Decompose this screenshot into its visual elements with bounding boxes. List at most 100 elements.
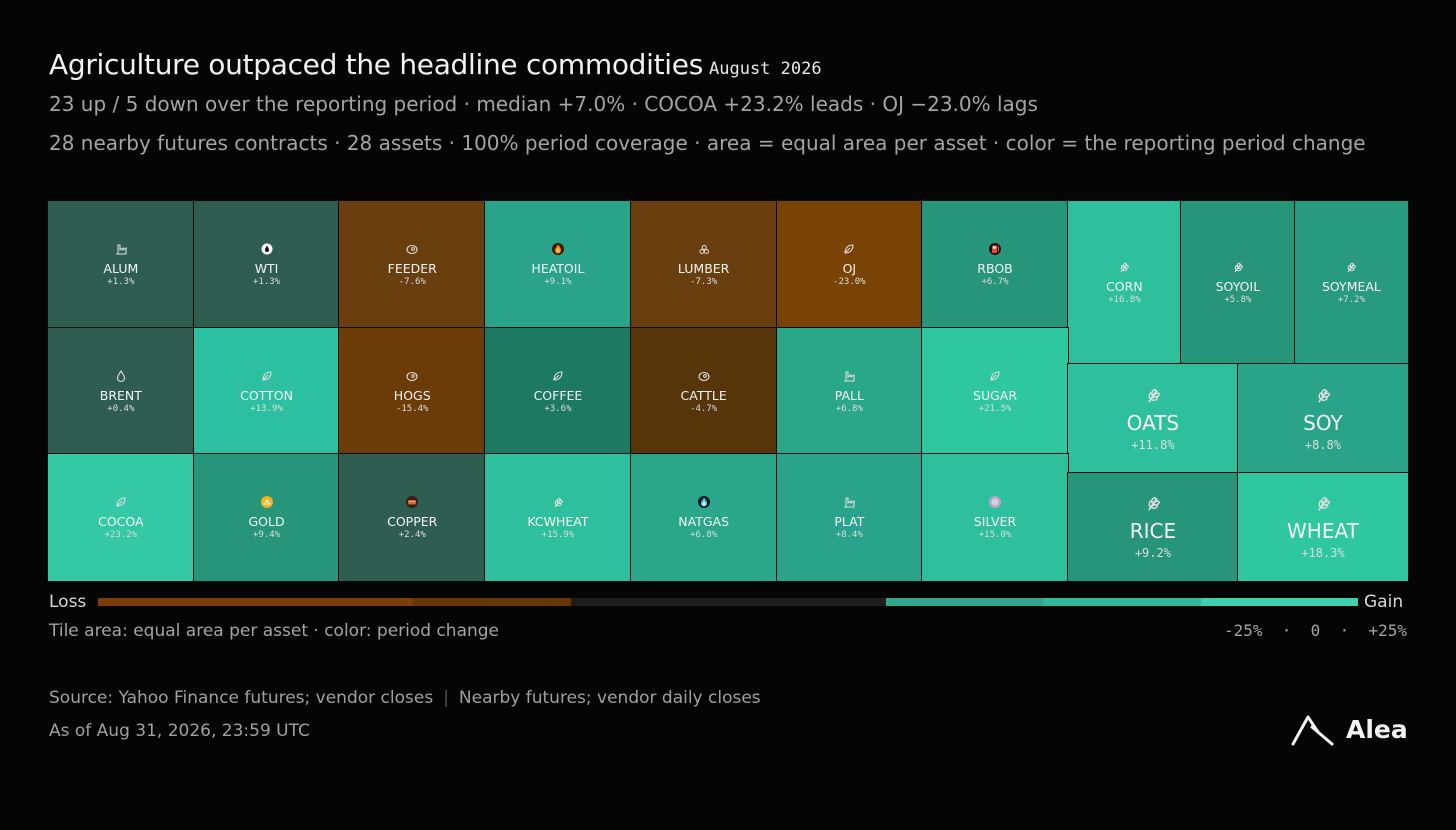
chart-title-text: Agriculture outpaced the headline commod… xyxy=(49,48,703,81)
tile-label: CATTLE xyxy=(680,387,727,403)
grain-icon xyxy=(1313,385,1333,405)
leaf-icon xyxy=(260,369,274,383)
flame-icon xyxy=(551,242,565,256)
treemap-tile-pall[interactable]: PALL +6.8% xyxy=(775,326,924,456)
treemap-tile-oats[interactable]: OATS +11.8% xyxy=(1066,363,1239,474)
as-of-timestamp: As of Aug 31, 2026, 23:59 UTC xyxy=(49,721,310,741)
tile-label: COPPER xyxy=(387,514,438,530)
tile-label: COTTON xyxy=(240,387,293,403)
brand-name: Alea xyxy=(1346,714,1408,744)
factory-icon xyxy=(842,495,856,509)
treemap-tile-lumber[interactable]: LUMBER -7.3% xyxy=(629,200,778,329)
legend-bar-segment xyxy=(1200,598,1358,606)
tile-change-value: -4.7% xyxy=(690,403,718,414)
leaf-icon xyxy=(988,369,1002,383)
source-text: Source: Yahoo Finance futures; vendor cl… xyxy=(49,688,434,708)
tile-change-value: -7.3% xyxy=(690,276,718,287)
treemap-tile-cattle[interactable]: CATTLE -4.7% xyxy=(629,326,778,456)
treemap-tile-coffee[interactable]: COFFEE +3.6% xyxy=(484,326,632,456)
treemap-tile-corn[interactable]: CORN +16.8% xyxy=(1066,200,1182,365)
tile-change-value: +6.8% xyxy=(835,403,863,414)
treemap-tile-soyoil[interactable]: SOYOIL +5.8% xyxy=(1179,200,1296,365)
tile-label: COCOA xyxy=(98,514,144,530)
treemap: ALUM +1.3% WTI +1.3% FEEDER -7.6% HEATOIL +9.1%… xyxy=(47,200,1409,583)
legend-bar-segment xyxy=(255,598,413,606)
leaf-icon xyxy=(842,242,856,256)
steak-icon xyxy=(405,242,419,256)
tile-change-value: +7.2% xyxy=(1337,295,1365,305)
tile-change-value: +16.8% xyxy=(1108,295,1141,305)
treemap-tile-silver[interactable]: SILVER +15.0% xyxy=(921,453,1069,583)
tile-label: PLAT xyxy=(834,514,865,530)
treemap-tile-heatoil[interactable]: HEATOIL +9.1% xyxy=(484,200,632,329)
tile-label: OATS xyxy=(1126,410,1180,435)
treemap-tile-plat[interactable]: PLAT +8.4% xyxy=(775,453,924,583)
treemap-tile-soymeal[interactable]: SOYMEAL +7.2% xyxy=(1293,200,1409,365)
treemap-tile-cocoa[interactable]: COCOA +23.2% xyxy=(47,453,195,583)
tile-change-value: +13.9% xyxy=(250,403,283,414)
steak-icon xyxy=(405,369,419,383)
tile-label: SOY xyxy=(1303,410,1343,435)
tile-change-value: +18.3% xyxy=(1301,546,1345,561)
tile-label: WHEAT xyxy=(1287,519,1359,544)
source-line: Source: Yahoo Finance futures; vendor cl… xyxy=(49,688,761,708)
chart-description: 28 nearby futures contracts · 28 assets … xyxy=(49,131,1366,155)
treemap-tile-wheat[interactable]: WHEAT +18.3% xyxy=(1236,471,1409,582)
alea-logo-icon xyxy=(1291,715,1334,746)
tile-label: RICE xyxy=(1129,519,1177,544)
treemap-tile-oj[interactable]: OJ -23.0% xyxy=(775,200,924,329)
brand-logo: Alea xyxy=(1290,712,1408,746)
treemap-tile-cotton[interactable]: COTTON +13.9% xyxy=(192,326,341,456)
treemap-tile-feeder[interactable]: FEEDER -7.6% xyxy=(338,200,487,329)
legend-bar-segment xyxy=(98,598,256,606)
grain-icon xyxy=(1231,260,1245,274)
treemap-tile-gold[interactable]: GOLD +9.4% xyxy=(192,453,341,583)
silver-coin-icon xyxy=(988,495,1002,509)
legend-bar-segment xyxy=(885,598,1043,606)
tile-label: GOLD xyxy=(248,514,285,530)
tile-change-value: +21.5% xyxy=(978,403,1012,414)
grain-icon xyxy=(1117,260,1131,274)
tile-change-value: +11.8% xyxy=(1131,437,1175,452)
legend-note: Tile area: equal area per asset · color:… xyxy=(49,621,500,641)
source-separator: | xyxy=(443,688,449,708)
tile-change-value: +1.3% xyxy=(252,276,281,287)
tile-label: OJ xyxy=(842,260,857,276)
legend-gain-label: Gain xyxy=(1364,592,1404,612)
tile-change-value: +5.8% xyxy=(1224,295,1252,305)
treemap-tile-rice[interactable]: RICE +9.2% xyxy=(1066,471,1239,582)
tile-label: FEEDER xyxy=(387,260,437,276)
tile-label: SUGAR xyxy=(973,387,1018,403)
treemap-tile-wti[interactable]: WTI +1.3% xyxy=(192,200,341,329)
copper-ingot-icon xyxy=(405,495,419,509)
tile-change-value: +9.2% xyxy=(1134,546,1171,561)
tile-label: PALL xyxy=(834,387,864,403)
tile-label: SOYOIL xyxy=(1215,279,1261,294)
treemap-tile-rbob[interactable]: RBOB +6.7% xyxy=(921,200,1069,329)
gold-bars-icon xyxy=(260,495,274,509)
treemap-tile-soy[interactable]: SOY +8.8% xyxy=(1236,363,1409,474)
tile-label: WTI xyxy=(254,260,279,276)
tile-change-value: +15.0% xyxy=(978,530,1012,541)
treemap-tile-alum[interactable]: ALUM +1.3% xyxy=(47,200,195,329)
treemap-tile-sugar[interactable]: SUGAR +21.5% xyxy=(921,326,1069,456)
tile-label: KCWHEAT xyxy=(527,514,589,530)
treemap-tile-natgas[interactable]: NATGAS +6.8% xyxy=(629,453,778,583)
tile-label: ALUM xyxy=(103,260,139,276)
tile-label: BRENT xyxy=(99,387,142,403)
treemap-tile-copper[interactable]: COPPER +2.4% xyxy=(338,453,487,583)
legend-loss-label: Loss xyxy=(49,592,87,612)
tile-change-value: +8.8% xyxy=(1304,437,1341,452)
treemap-tile-hogs[interactable]: HOGS -15.4% xyxy=(338,326,487,456)
tile-change-value: +9.1% xyxy=(544,276,572,287)
tile-change-value: -23.0% xyxy=(833,276,866,287)
treemap-tile-brent[interactable]: BRENT +0.4% xyxy=(47,326,195,456)
chart-title: Agriculture outpaced the headline commod… xyxy=(49,48,822,81)
oil-drop-icon xyxy=(260,242,274,256)
tile-change-value: +1.3% xyxy=(107,276,135,287)
grain-icon xyxy=(1143,385,1163,405)
legend-bar-segment xyxy=(728,598,886,606)
tile-label: SILVER xyxy=(973,514,1017,530)
treemap-tile-kcwheat[interactable]: KCWHEAT +15.9% xyxy=(484,453,632,583)
tile-label: RBOB xyxy=(977,260,1013,276)
